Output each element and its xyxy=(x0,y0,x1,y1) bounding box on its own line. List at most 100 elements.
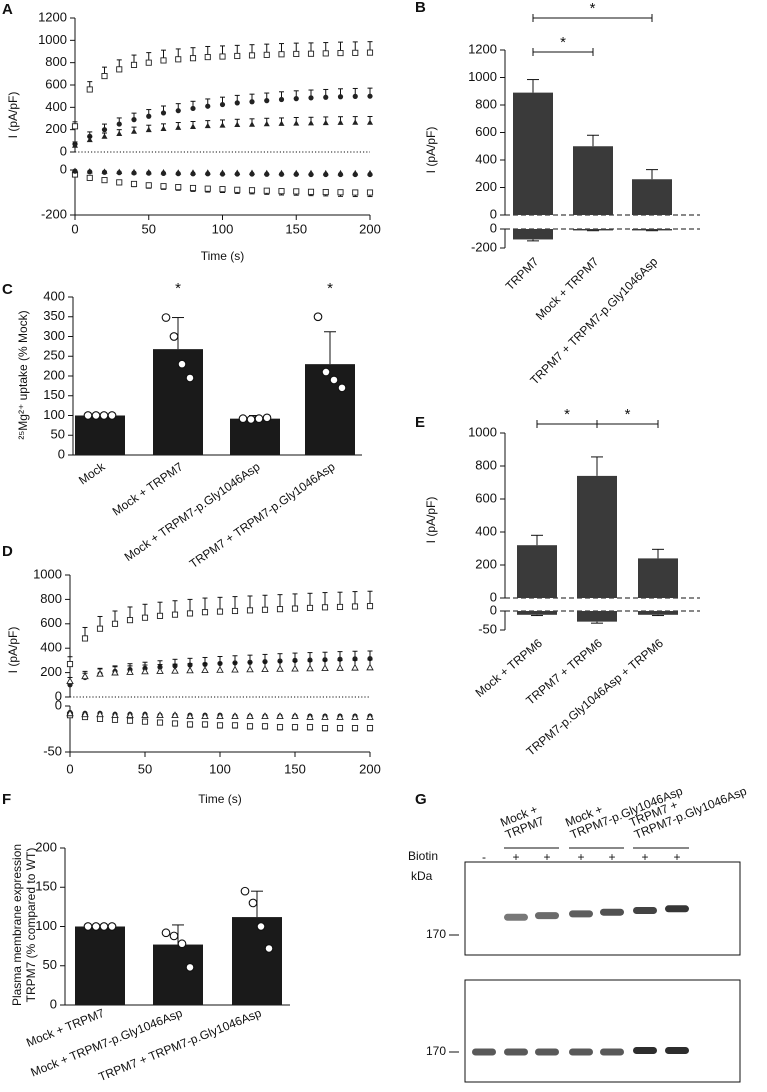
marker xyxy=(231,665,239,673)
significance-star: * xyxy=(327,280,333,297)
marker xyxy=(351,713,359,720)
panel-letter: B xyxy=(415,0,426,16)
marker xyxy=(278,51,285,58)
lane-label: + xyxy=(512,850,519,864)
x-tick-label: Mock xyxy=(76,459,108,487)
marker xyxy=(234,186,241,193)
y-tick-label: 400 xyxy=(475,523,497,538)
y-tick-label: -200 xyxy=(471,239,497,254)
marker xyxy=(130,61,138,68)
marker xyxy=(131,117,137,123)
marker xyxy=(71,123,79,130)
marker xyxy=(367,93,373,99)
marker xyxy=(131,168,137,175)
bar xyxy=(75,415,125,455)
marker xyxy=(186,666,194,674)
unit-label: kDa xyxy=(411,869,433,883)
x-tick-label: Mock + TRPM7-p.Gly1046Asp xyxy=(122,459,263,564)
marker xyxy=(351,603,359,610)
data-point xyxy=(313,312,323,322)
data-point xyxy=(83,922,93,931)
marker xyxy=(293,188,300,195)
marker xyxy=(171,720,179,727)
y-tick-label: 600 xyxy=(45,76,67,91)
marker xyxy=(337,189,344,196)
marker xyxy=(160,125,167,131)
marker xyxy=(366,713,374,720)
y-tick-label: 0 xyxy=(50,996,57,1011)
marker xyxy=(175,124,182,130)
marker xyxy=(131,128,137,134)
y-tick-label: 200 xyxy=(45,121,67,136)
marker xyxy=(337,94,344,100)
marker xyxy=(141,614,149,621)
marker xyxy=(276,665,284,672)
marker xyxy=(175,108,181,114)
y-tick-label: 600 xyxy=(40,615,62,630)
significance-star: * xyxy=(590,0,596,17)
marker xyxy=(189,184,197,192)
x-tick-label: 100 xyxy=(212,221,234,236)
lane-label: + xyxy=(608,850,615,864)
marker xyxy=(171,666,179,674)
data-point xyxy=(240,886,250,896)
y-tick-label: 400 xyxy=(45,99,67,114)
marker xyxy=(248,52,256,59)
marker xyxy=(175,184,182,191)
marker xyxy=(278,120,285,126)
data-point xyxy=(177,939,187,949)
marker xyxy=(291,664,299,672)
y-axis-title: Plasma membrane expression xyxy=(10,844,24,1006)
marker xyxy=(263,169,270,176)
marker xyxy=(352,169,359,176)
marker xyxy=(231,722,239,729)
band xyxy=(535,1048,559,1056)
panel-letter: A xyxy=(2,1,13,18)
marker xyxy=(307,188,315,195)
marker xyxy=(116,66,123,73)
y-tick-label: 600 xyxy=(475,490,497,505)
data-point xyxy=(262,413,272,423)
y-tick-label: 1000 xyxy=(33,566,62,581)
marker xyxy=(291,605,299,612)
marker xyxy=(216,722,224,729)
marker xyxy=(367,119,373,125)
band xyxy=(665,905,689,913)
marker xyxy=(366,189,374,196)
marker xyxy=(337,169,344,176)
band xyxy=(535,912,559,920)
band xyxy=(472,1048,496,1056)
marker xyxy=(322,119,329,126)
marker xyxy=(306,713,314,720)
y-tick-label: 800 xyxy=(40,591,62,606)
marker xyxy=(249,121,255,127)
marker xyxy=(101,133,108,139)
marker xyxy=(86,86,93,93)
marker xyxy=(116,179,123,186)
marker xyxy=(66,677,74,684)
lane-label: + xyxy=(543,850,550,864)
marker xyxy=(276,724,284,731)
marker xyxy=(130,180,138,188)
y-tick-label: 0 xyxy=(58,446,65,461)
data-point xyxy=(91,922,101,931)
marker xyxy=(101,177,108,184)
y-tick-label: 350 xyxy=(43,308,65,323)
marker xyxy=(246,712,254,719)
marker xyxy=(81,635,89,642)
y-tick-label: 50 xyxy=(51,427,65,442)
blot xyxy=(464,861,741,956)
marker xyxy=(336,603,344,611)
y-tick-label: 0 xyxy=(55,697,62,712)
marker xyxy=(308,95,314,101)
marker xyxy=(219,186,226,193)
data-point xyxy=(161,928,171,938)
marker xyxy=(308,119,314,126)
marker xyxy=(234,121,241,128)
y-axis-title: TRPM7 (% compared to WT) xyxy=(24,848,38,1003)
marker xyxy=(246,607,254,614)
marker xyxy=(261,665,269,673)
y-tick-label: 100 xyxy=(43,407,65,422)
marker xyxy=(278,96,285,103)
marker xyxy=(277,658,283,664)
